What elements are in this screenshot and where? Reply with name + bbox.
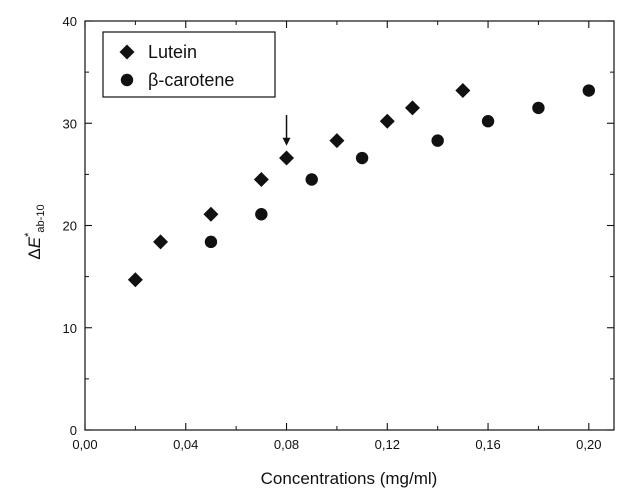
y-axis-title-delta: Δ [25, 248, 44, 259]
y-axis-title-symbol: E [25, 236, 44, 248]
lutein-point [253, 171, 269, 187]
svg-text:ΔE*ab-10: ΔE*ab-10 [23, 204, 47, 259]
y-axis-title-subscript: ab-10 [35, 204, 47, 232]
x-tick-label: 0,08 [274, 437, 299, 452]
legend-marker-lutein [119, 44, 135, 60]
x-tick-label: 0,20 [576, 437, 601, 452]
x-axis-title: Concentrations (mg/ml) [261, 469, 438, 488]
arrow-annotation [282, 115, 291, 146]
data-points [127, 83, 596, 288]
legend-markers [119, 44, 135, 87]
y-axis-title-star: * [23, 232, 35, 237]
annotations [282, 115, 291, 146]
y-axis-title: ΔE*ab-10 [23, 204, 47, 259]
x-tick-label: 0,04 [173, 437, 198, 452]
beta-carotene-point [204, 235, 218, 249]
y-tick-label: 20 [63, 219, 77, 234]
y-tick-label: 30 [63, 116, 77, 131]
legend-label-beta-carotene: β-carotene [148, 70, 234, 90]
legend: Lutein β-carotene [102, 31, 276, 98]
x-tick-label: 0,16 [475, 437, 500, 452]
lutein-point [153, 234, 169, 250]
lutein-point [404, 100, 420, 116]
beta-carotene-point [355, 151, 369, 165]
lutein-point [279, 150, 295, 166]
tick-labels: 0,00 0,04 0,08 0,12 0,16 0,20 0 10 20 30 40 [63, 14, 602, 452]
lutein-point [455, 83, 471, 99]
lutein-point [203, 206, 219, 222]
beta-carotene-point [431, 134, 444, 147]
beta-carotene-point [305, 173, 318, 186]
beta-carotene-point [582, 84, 596, 97]
y-tick-label: 10 [63, 321, 77, 336]
legend-marker-beta-carotene [120, 73, 134, 87]
beta-carotene-point [532, 101, 545, 115]
lutein-point [379, 113, 395, 129]
legend-label-lutein: Lutein [148, 42, 197, 62]
y-tick-label: 0 [70, 423, 77, 438]
x-tick-label: 0,00 [72, 437, 97, 452]
beta-carotene-point [481, 115, 495, 128]
beta-carotene-point [255, 208, 268, 221]
lutein-point [329, 133, 345, 149]
axis-ticks [84, 20, 614, 431]
legend-box [102, 31, 276, 98]
lutein-point [127, 272, 143, 288]
y-tick-label: 40 [63, 14, 77, 29]
x-tick-label: 0,12 [375, 437, 400, 452]
